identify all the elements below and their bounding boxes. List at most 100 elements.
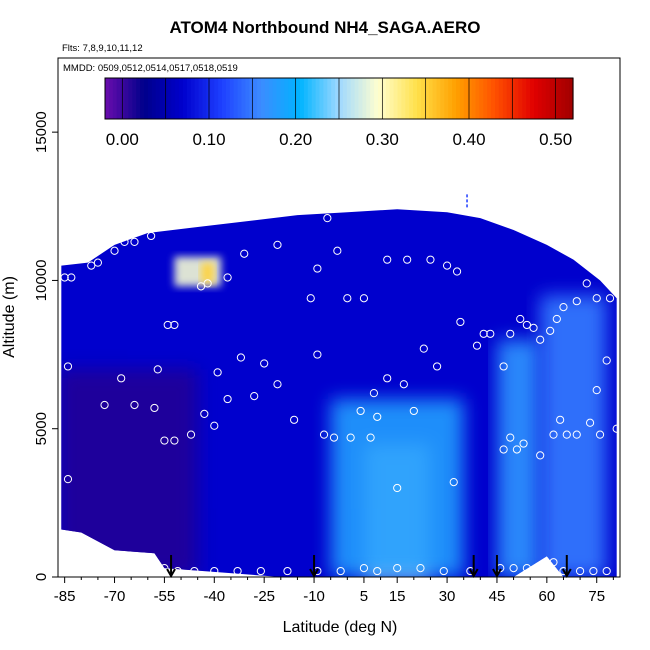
colorbar-cell — [257, 78, 262, 119]
sample-point — [343, 294, 352, 303]
flight-arrow-head — [561, 568, 572, 579]
sample-point — [522, 564, 531, 573]
sample-point — [399, 380, 408, 389]
sample-point — [562, 246, 571, 255]
colorbar-cell — [448, 78, 453, 119]
colorbar-cell — [467, 78, 473, 119]
sample-point — [393, 564, 402, 573]
colorbar-cell — [186, 78, 192, 119]
colorbar-cell — [510, 78, 516, 119]
sample-point — [130, 400, 139, 410]
sample-point — [333, 246, 342, 255]
colorbar-cell — [393, 78, 399, 119]
sample-point — [250, 391, 259, 401]
colorbar-cell — [280, 78, 285, 119]
colorbar-cell — [335, 78, 340, 119]
x-axis-label: Latitude (deg N) — [283, 619, 398, 636]
sample-point — [163, 320, 172, 330]
y-axis-label: Altitude (m) — [1, 276, 18, 358]
x-tick-label: 15 — [389, 588, 406, 605]
colorbar-cell — [452, 78, 457, 119]
chart-subtitle-dates: MMDD: 0509,0512,0514,0517,0518,0519 — [63, 63, 238, 74]
colorbar-cell — [198, 78, 204, 119]
colorbar-cell — [378, 78, 383, 119]
colorbar-cell — [530, 78, 535, 119]
colorbar-cell — [171, 78, 176, 119]
sample-point — [419, 344, 428, 353]
colorbar-cell — [498, 78, 504, 119]
sample-point — [552, 314, 561, 324]
colorbar-tick-label: 0.20 — [279, 130, 312, 149]
colorbar-cell — [557, 78, 562, 119]
colorbar-cell — [233, 78, 239, 119]
colorbar-cell — [385, 78, 391, 119]
sample-point — [426, 255, 435, 264]
colorbar-cell — [183, 78, 188, 119]
colorbar-cell — [315, 78, 321, 119]
sample-point — [383, 255, 392, 264]
sample-point — [575, 566, 585, 576]
sample-point — [449, 477, 458, 487]
colorbar-cell — [487, 78, 492, 119]
colorbar-cell — [424, 78, 430, 119]
x-tick-label: 75 — [588, 588, 605, 605]
sample-point — [499, 445, 508, 454]
colorbar-cell — [405, 78, 410, 119]
colorbar-cell — [381, 78, 387, 119]
colorbar-cell — [432, 78, 438, 119]
colorbar-cell — [140, 78, 145, 119]
sample-point — [150, 403, 159, 413]
sample-point — [549, 430, 558, 439]
colorbar-cell — [362, 78, 367, 119]
y-tick-label: 15000 — [33, 111, 50, 153]
colorbar-cell — [561, 78, 566, 119]
sample-point — [200, 409, 209, 418]
colorbar-cell — [307, 78, 313, 119]
colorbar: 0.00 0.10 0.20 0.30 0.40 0.50 — [104, 77, 574, 149]
sample-point — [323, 214, 332, 223]
colorbar-cell — [463, 78, 469, 119]
colorbar-cell — [545, 78, 551, 119]
colorbar-cell — [354, 78, 360, 119]
colorbar-cell — [253, 78, 258, 119]
colorbar-cell — [264, 78, 270, 119]
sample-point — [559, 303, 568, 312]
x-tick-label: 45 — [489, 588, 506, 605]
colorbar-cell — [534, 78, 539, 119]
sample-point — [290, 415, 299, 424]
sample-point — [439, 566, 448, 576]
colorbar-cell — [518, 78, 523, 119]
sample-point — [233, 566, 242, 576]
flight-arrow — [492, 555, 502, 579]
colorbar-cell — [436, 78, 441, 119]
colorbar-cell — [241, 78, 246, 119]
sample-point — [153, 365, 162, 374]
colorbar-tick-label: 0.30 — [366, 130, 399, 149]
sample-point — [256, 566, 265, 576]
sample-point — [556, 415, 565, 424]
sample-point — [582, 279, 591, 288]
sample-point — [170, 436, 179, 445]
sample-point — [506, 433, 515, 442]
sample-point — [585, 418, 595, 427]
sample-point — [393, 483, 402, 493]
sample-point — [336, 566, 345, 576]
colorbar-cell — [190, 78, 196, 119]
colorbar-cell — [366, 78, 371, 119]
sample-point — [522, 320, 531, 330]
sample-point — [562, 430, 571, 439]
colorbar-tick-label: 0.10 — [192, 130, 225, 149]
sample-point — [549, 558, 558, 567]
sample-point — [602, 356, 611, 365]
sample-point — [605, 294, 615, 303]
colorbar-tick-label: 0.00 — [106, 130, 139, 149]
colorbar-cell — [331, 78, 336, 119]
sample-point — [240, 249, 249, 258]
sample-point — [213, 368, 222, 377]
sample-point — [283, 566, 292, 576]
sample-point — [366, 433, 375, 442]
sample-point — [512, 445, 522, 454]
colorbar-cell — [526, 78, 531, 119]
sample-point — [73, 534, 83, 543]
colorbar-cell — [323, 78, 328, 119]
